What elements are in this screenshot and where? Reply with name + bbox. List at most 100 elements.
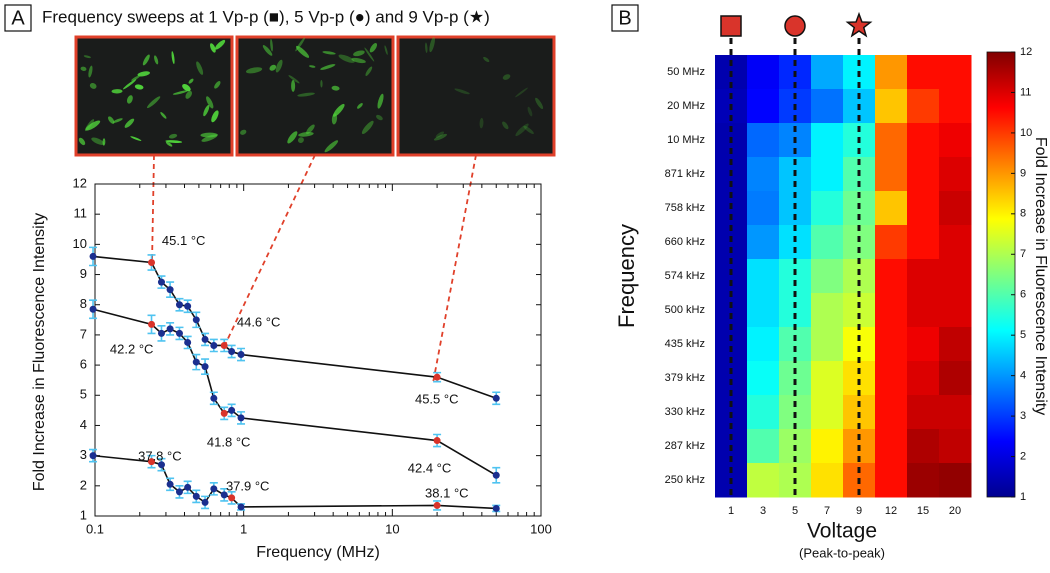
data-point — [184, 483, 192, 491]
data-point — [184, 302, 192, 310]
cell — [126, 95, 133, 104]
cell — [134, 84, 144, 90]
heatmap-cell — [907, 429, 940, 464]
cell — [269, 64, 277, 71]
data-point — [166, 480, 174, 488]
cell — [523, 125, 534, 134]
x-axis-label: Frequency (MHz) — [256, 544, 380, 561]
heatmap-cell — [907, 191, 940, 226]
data-point — [237, 414, 245, 422]
data-point — [201, 335, 209, 343]
data-point — [148, 258, 156, 266]
heatmap-cell — [779, 361, 812, 396]
cell — [196, 61, 204, 75]
panel-label: B — [618, 7, 631, 29]
heatmap-cell — [939, 327, 972, 362]
cell — [291, 79, 296, 92]
heatmap-cell — [939, 259, 972, 294]
x-axis-label: Voltage — [807, 520, 877, 543]
cell — [172, 90, 189, 95]
y-tick-label: 871 kHz — [665, 168, 705, 180]
heatmap-cell — [747, 463, 780, 498]
data-point — [157, 329, 165, 337]
x-tick-label: 0.1 — [86, 521, 104, 536]
annotation: 41.8 °C — [207, 434, 251, 449]
cell — [88, 65, 93, 78]
cell — [124, 118, 135, 128]
y-tick-label: 12 — [73, 175, 87, 190]
panel-label-box — [611, 4, 639, 32]
heatmap-cell — [811, 225, 844, 260]
heatmap-cell — [939, 225, 972, 260]
heatmap-cell — [939, 55, 972, 90]
colorbar-tick-label: 5 — [1020, 329, 1026, 341]
y-tick-label: 330 kHz — [665, 406, 705, 418]
cell — [130, 136, 142, 141]
heatmap-cell — [843, 259, 876, 294]
cell — [331, 85, 340, 91]
data-point — [89, 305, 97, 313]
cell — [435, 131, 445, 138]
heatmap-cell — [875, 123, 908, 158]
data-point — [210, 394, 218, 402]
data-point — [166, 286, 174, 294]
heatmap-cell — [939, 123, 972, 158]
cell — [154, 55, 159, 65]
data-point — [184, 338, 192, 346]
colorbar-tick-label: 6 — [1020, 289, 1026, 301]
reference-marker — [845, 11, 873, 38]
data-point — [433, 501, 441, 509]
heatmap-cell — [811, 259, 844, 294]
cell — [384, 45, 388, 55]
heatmap-cell — [907, 157, 940, 192]
y-tick-label: 5 — [80, 387, 87, 402]
cell — [91, 137, 105, 145]
y-tick-label: 4 — [80, 417, 87, 432]
cell — [454, 88, 470, 95]
data-point — [166, 325, 174, 333]
heatmap-cell — [715, 361, 748, 396]
data-point — [492, 394, 500, 402]
cell — [295, 37, 306, 52]
chart-title: Frequency sweeps at 1 Vp-p (■), 5 Vp-p (… — [42, 7, 490, 26]
annotation: 45.1 °C — [162, 233, 206, 248]
cell — [515, 123, 529, 137]
cell — [146, 96, 161, 109]
heatmap-cell — [811, 395, 844, 430]
y-tick-label: 1 — [80, 507, 87, 522]
cell — [142, 54, 150, 66]
heatmap-cell — [779, 259, 812, 294]
cell — [324, 140, 339, 153]
heatmap-cell — [843, 327, 876, 362]
data-point — [237, 503, 245, 511]
heatmap-cell — [875, 463, 908, 498]
colorbar-label: Fold Increase in Fluorescence Intensity — [1032, 137, 1049, 415]
heatmap-cell — [875, 89, 908, 124]
heatmap-cell — [779, 293, 812, 328]
heatmap-cell — [747, 259, 780, 294]
cell — [331, 113, 338, 125]
heatmap-cell — [715, 259, 748, 294]
annotation: 42.4 °C — [408, 460, 452, 475]
heatmap-cell — [907, 361, 940, 396]
cell — [122, 79, 137, 90]
cell — [214, 81, 221, 89]
y-tick-label: 435 kHz — [665, 338, 705, 350]
colorbar-tick-label: 8 — [1020, 208, 1026, 220]
y-tick-label: 50 MHz — [667, 66, 705, 78]
data-point — [157, 278, 165, 286]
cell — [171, 51, 175, 65]
reference-marker — [720, 15, 742, 37]
heatmap-cell — [875, 327, 908, 362]
y-tick-label: 379 kHz — [665, 372, 705, 384]
y-tick-label: 7 — [80, 326, 87, 341]
cell — [200, 132, 218, 138]
heatmap-cell — [907, 225, 940, 260]
heatmap-cell — [939, 361, 972, 396]
colorbar-tick-label: 7 — [1020, 248, 1026, 260]
micrograph — [396, 35, 556, 157]
data-point — [228, 348, 236, 356]
cell — [376, 114, 383, 121]
heatmap-cell — [811, 123, 844, 158]
data-point — [228, 406, 236, 414]
